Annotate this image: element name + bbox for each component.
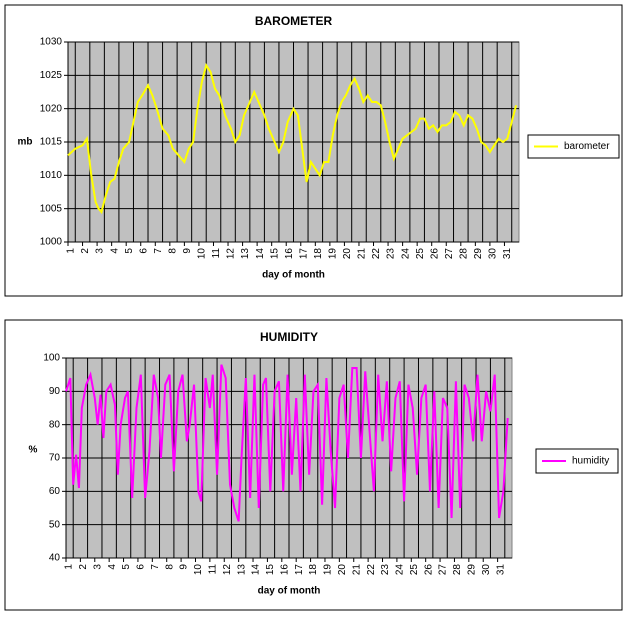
legend bbox=[527, 134, 620, 159]
y-tick-label: 100 bbox=[43, 353, 60, 364]
x-tick-label: 15 bbox=[265, 564, 276, 576]
y-tick-label: 1030 bbox=[40, 37, 63, 48]
y-tick-label: 1010 bbox=[40, 170, 63, 181]
x-tick-label: 2 bbox=[80, 248, 91, 254]
x-tick-label: 14 bbox=[251, 564, 262, 576]
x-tick-label: 13 bbox=[236, 564, 247, 576]
x-tick-label: 1 bbox=[66, 248, 77, 254]
x-tick-label: 4 bbox=[109, 248, 120, 254]
x-tick-label: 30 bbox=[481, 564, 492, 576]
y-axis-label: mb bbox=[18, 137, 33, 148]
x-axis-label: day of month bbox=[262, 270, 325, 281]
x-tick-label: 3 bbox=[95, 248, 106, 254]
x-tick-label: 14 bbox=[255, 248, 266, 260]
y-tick-label: 40 bbox=[49, 553, 61, 564]
y-tick-label: 70 bbox=[49, 453, 61, 464]
y-tick-label: 1005 bbox=[40, 203, 63, 214]
x-tick-label: 3 bbox=[92, 564, 103, 570]
x-tick-label: 13 bbox=[240, 248, 251, 260]
x-tick-label: 23 bbox=[386, 248, 397, 260]
x-tick-label: 15 bbox=[269, 248, 280, 260]
x-tick-label: 27 bbox=[438, 564, 449, 576]
x-tick-label: 2 bbox=[78, 564, 89, 570]
y-tick-label: 80 bbox=[49, 419, 61, 430]
y-tick-label: 1000 bbox=[40, 237, 63, 248]
x-tick-label: 16 bbox=[279, 564, 290, 576]
legend-label: humidity bbox=[572, 456, 609, 467]
y-axis-label: % bbox=[29, 445, 38, 456]
x-tick-label: 22 bbox=[371, 248, 382, 260]
x-tick-label: 21 bbox=[351, 564, 362, 576]
x-tick-label: 23 bbox=[380, 564, 391, 576]
x-tick-label: 11 bbox=[208, 564, 219, 575]
x-tick-label: 9 bbox=[179, 564, 190, 570]
x-tick-label: 18 bbox=[308, 564, 319, 576]
x-tick-label: 29 bbox=[466, 564, 477, 576]
x-tick-label: 26 bbox=[423, 564, 434, 576]
x-tick-label: 7 bbox=[153, 248, 164, 254]
x-tick-label: 16 bbox=[284, 248, 295, 260]
x-tick-label: 10 bbox=[193, 564, 204, 576]
x-tick-label: 10 bbox=[197, 248, 208, 260]
x-tick-label: 1 bbox=[64, 564, 75, 570]
x-tick-label: 20 bbox=[342, 248, 353, 260]
x-tick-label: 17 bbox=[298, 248, 309, 260]
x-tick-label: 25 bbox=[409, 564, 420, 576]
y-tick-label: 1025 bbox=[40, 70, 63, 81]
x-tick-label: 12 bbox=[222, 564, 233, 576]
x-tick-label: 29 bbox=[473, 248, 484, 260]
y-tick-label: 1020 bbox=[40, 103, 63, 114]
x-tick-label: 17 bbox=[294, 564, 305, 576]
x-tick-label: 21 bbox=[357, 248, 368, 260]
x-tick-label: 8 bbox=[164, 564, 175, 570]
x-tick-label: 19 bbox=[323, 564, 334, 576]
x-tick-label: 25 bbox=[415, 248, 426, 260]
x-tick-label: 26 bbox=[429, 248, 440, 260]
y-tick-label: 1015 bbox=[40, 137, 63, 148]
x-tick-label: 20 bbox=[337, 564, 348, 576]
x-tick-label: 12 bbox=[226, 248, 237, 260]
x-tick-label: 24 bbox=[395, 564, 406, 576]
x-tick-label: 30 bbox=[488, 248, 499, 260]
x-tick-label: 7 bbox=[150, 564, 161, 570]
legend-label: barometer bbox=[564, 141, 610, 152]
x-tick-label: 22 bbox=[366, 564, 377, 576]
x-tick-label: 31 bbox=[502, 248, 513, 260]
x-axis-label: day of month bbox=[258, 586, 321, 597]
x-tick-label: 28 bbox=[452, 564, 463, 576]
y-tick-label: 50 bbox=[49, 519, 61, 530]
x-tick-label: 6 bbox=[138, 248, 149, 254]
data-line bbox=[67, 62, 518, 215]
x-tick-label: 5 bbox=[121, 564, 132, 570]
x-tick-label: 27 bbox=[444, 248, 455, 260]
chart-title: HUMIDITY bbox=[260, 330, 318, 344]
x-tick-label: 18 bbox=[313, 248, 324, 260]
x-tick-label: 5 bbox=[124, 248, 135, 254]
x-tick-label: 19 bbox=[328, 248, 339, 260]
x-tick-label: 9 bbox=[182, 248, 193, 254]
y-tick-label: 60 bbox=[49, 486, 61, 497]
y-tick-label: 90 bbox=[49, 386, 61, 397]
x-tick-label: 8 bbox=[167, 248, 178, 254]
data-line bbox=[65, 364, 509, 522]
chart-title: BAROMETER bbox=[255, 14, 333, 28]
x-tick-label: 31 bbox=[495, 564, 506, 576]
x-tick-label: 28 bbox=[458, 248, 469, 260]
x-tick-label: 4 bbox=[107, 564, 118, 570]
x-tick-label: 11 bbox=[211, 248, 222, 259]
x-tick-label: 24 bbox=[400, 248, 411, 260]
x-tick-label: 6 bbox=[136, 564, 147, 570]
